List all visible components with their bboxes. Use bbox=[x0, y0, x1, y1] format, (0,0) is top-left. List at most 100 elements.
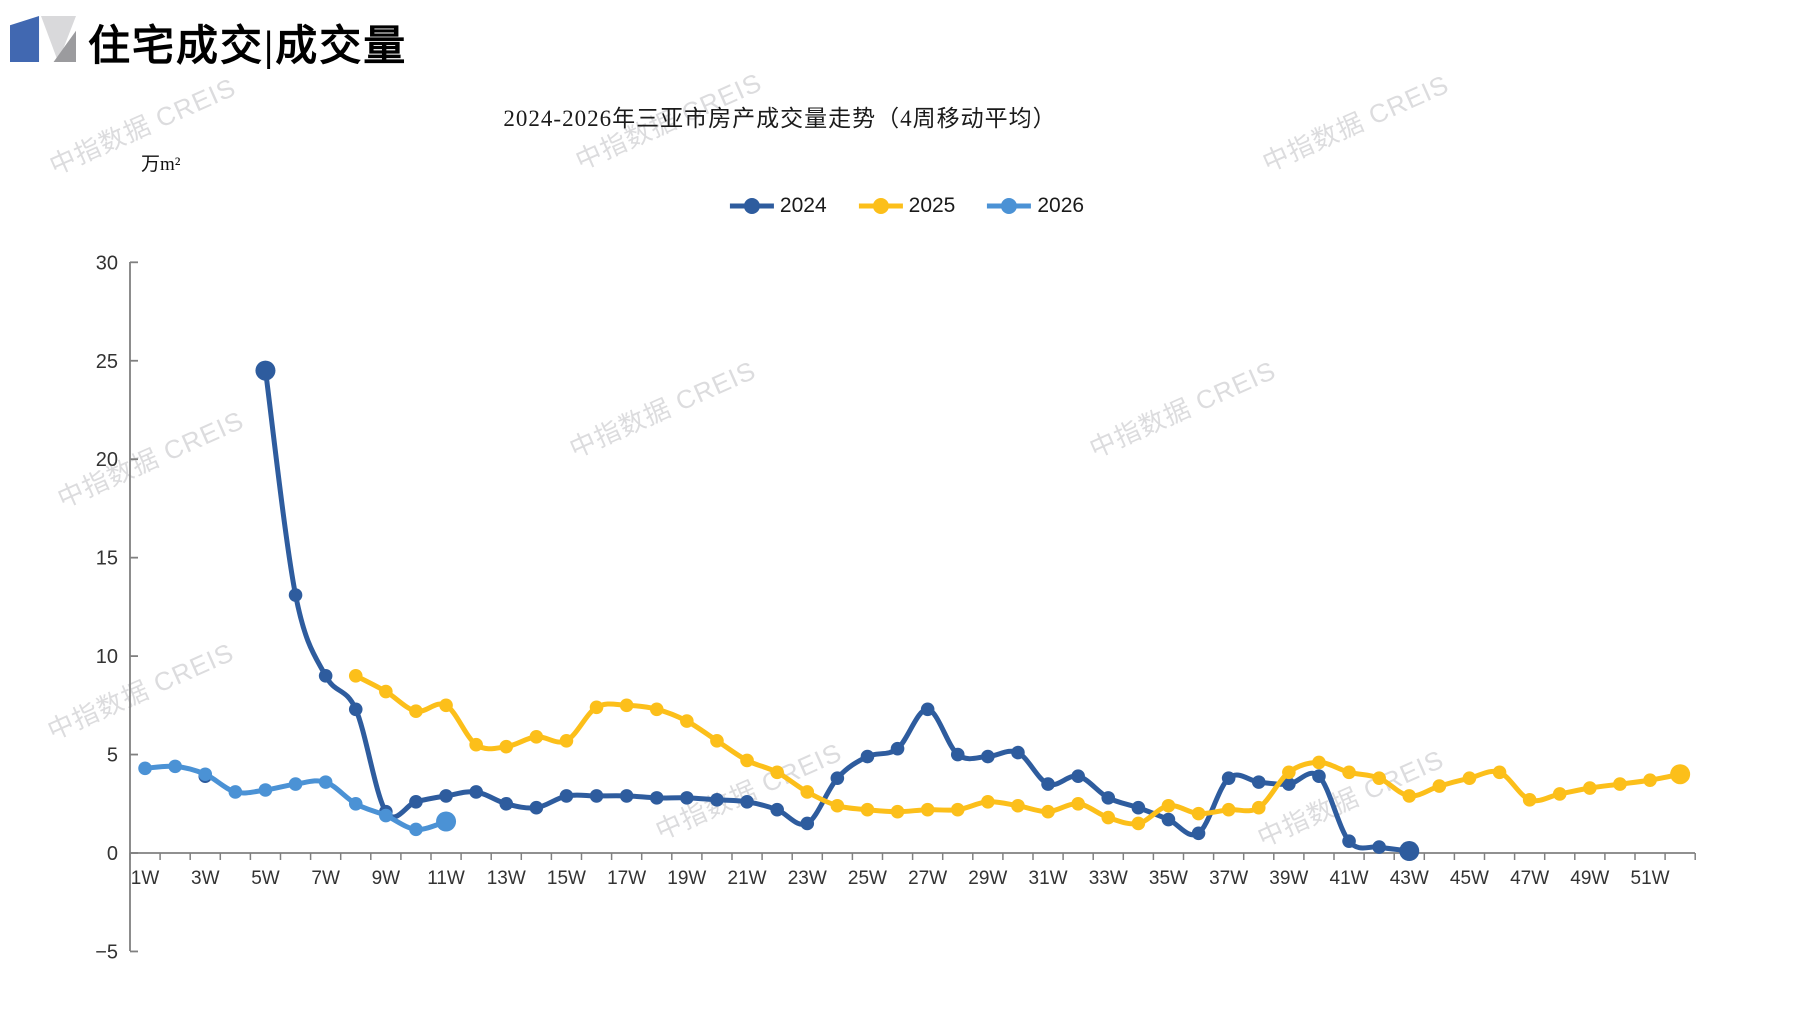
chart-title: 2024-2026年三亚市房产成交量走势（4周移动平均） bbox=[503, 106, 1057, 131]
data-point-2025-31W bbox=[1041, 804, 1055, 819]
x-tick-label: 23W bbox=[788, 868, 827, 889]
y-tick-label: 20 bbox=[96, 449, 118, 471]
x-tick-label: 17W bbox=[607, 868, 646, 889]
data-point-2025-32W bbox=[1071, 796, 1085, 811]
data-point-2025-42W bbox=[1372, 771, 1386, 785]
data-point-2025-38W bbox=[1251, 800, 1266, 815]
data-point-2025-12W bbox=[469, 737, 483, 752]
data-point-2024-42W bbox=[1372, 840, 1386, 854]
data-point-2024-35W bbox=[1161, 812, 1176, 827]
data-point-2025-52W bbox=[1670, 764, 1691, 785]
data-point-2024-33W bbox=[1101, 791, 1116, 805]
data-point-2025-17W bbox=[619, 698, 634, 713]
data-point-2025-45W bbox=[1462, 771, 1477, 785]
data-point-2025-15W bbox=[559, 733, 574, 748]
data-point-2025-25W bbox=[860, 802, 875, 817]
data-point-2024-28W bbox=[950, 747, 965, 762]
data-point-2024-36W bbox=[1191, 826, 1206, 841]
data-point-2025-23W bbox=[800, 785, 815, 799]
data-point-2024-10W bbox=[409, 795, 423, 809]
series-2024-line bbox=[263, 368, 1412, 854]
data-point-2025-11W bbox=[439, 698, 453, 713]
x-tick-label: 3W bbox=[191, 868, 220, 889]
series-2026-line bbox=[142, 763, 449, 832]
data-point-2025-48W bbox=[1552, 787, 1567, 801]
data-point-2024-29W bbox=[981, 749, 995, 764]
data-point-2024-37W bbox=[1221, 771, 1236, 785]
x-tick-label: 15W bbox=[547, 868, 586, 889]
data-point-2024-30W bbox=[1011, 745, 1025, 760]
legend-marker-2026 bbox=[987, 198, 1032, 214]
x-tick-label: 25W bbox=[848, 868, 887, 889]
data-point-2025-14W bbox=[529, 730, 544, 744]
x-tick-label: 49W bbox=[1570, 868, 1609, 889]
data-point-2025-8W bbox=[348, 668, 363, 683]
data-point-2025-34W bbox=[1131, 816, 1146, 831]
data-point-2024-43W bbox=[1399, 841, 1420, 862]
data-point-2026-1W bbox=[138, 761, 152, 776]
data-point-2026-4W bbox=[228, 785, 243, 799]
data-point-2024-27W bbox=[920, 702, 935, 717]
data-point-2024-32W bbox=[1071, 769, 1085, 784]
y-axis-unit-label: 万m² bbox=[141, 154, 181, 175]
data-point-2024-8W bbox=[348, 702, 363, 717]
data-point-2024-34W bbox=[1131, 800, 1146, 815]
legend-item-2024: 2024 bbox=[728, 194, 827, 218]
data-point-2025-13W bbox=[499, 739, 514, 754]
data-point-2026-10W bbox=[409, 822, 423, 837]
data-point-2024-40W bbox=[1312, 769, 1326, 784]
y-tick-label: 5 bbox=[107, 745, 118, 767]
data-point-2025-29W bbox=[981, 795, 995, 809]
data-point-2024-13W bbox=[499, 796, 514, 811]
data-point-2024-20W bbox=[710, 793, 724, 807]
data-point-2025-21W bbox=[740, 753, 754, 768]
series-2025 bbox=[348, 668, 1691, 831]
data-point-2024-21W bbox=[740, 795, 754, 809]
x-tick-label: 19W bbox=[667, 868, 706, 889]
x-tick-label: 1W bbox=[131, 868, 160, 889]
x-tick-label: 43W bbox=[1390, 868, 1429, 889]
y-tick-label: 0 bbox=[107, 843, 118, 865]
x-tick-label: 47W bbox=[1510, 868, 1549, 889]
y-tick-label: 10 bbox=[96, 646, 118, 668]
data-point-2026-3W bbox=[198, 767, 213, 782]
x-tick-label: 11W bbox=[427, 868, 465, 889]
x-tick-label: 5W bbox=[251, 868, 280, 889]
legend-item-2026: 2026 bbox=[985, 194, 1084, 218]
data-point-2026-7W bbox=[318, 775, 333, 789]
x-tick-label: 33W bbox=[1089, 868, 1128, 889]
data-point-2025-37W bbox=[1221, 802, 1236, 817]
data-point-2025-33W bbox=[1101, 810, 1116, 825]
x-tick-label: 21W bbox=[728, 868, 767, 889]
data-point-2024-7W bbox=[318, 668, 333, 683]
x-tick-label: 27W bbox=[908, 868, 947, 889]
data-point-2025-39W bbox=[1282, 765, 1296, 780]
legend-label-2024: 2024 bbox=[779, 194, 827, 217]
data-point-2024-24W bbox=[830, 771, 845, 785]
data-point-2026-9W bbox=[379, 808, 393, 823]
data-point-2026-8W bbox=[348, 796, 363, 811]
x-tick-label: 7W bbox=[311, 868, 340, 889]
x-tick-label: 35W bbox=[1149, 868, 1188, 889]
data-point-2025-16W bbox=[589, 700, 604, 715]
data-point-2025-50W bbox=[1613, 777, 1627, 791]
data-point-2025-26W bbox=[890, 804, 905, 819]
y-tick-label: 15 bbox=[96, 548, 118, 570]
data-point-2025-44W bbox=[1432, 779, 1447, 793]
data-point-2024-38W bbox=[1251, 775, 1266, 789]
x-tick-label: 45W bbox=[1450, 868, 1489, 889]
data-point-2024-18W bbox=[649, 791, 664, 805]
data-point-2025-20W bbox=[710, 733, 724, 748]
data-point-2024-6W bbox=[288, 588, 303, 602]
series-2026 bbox=[138, 759, 457, 837]
x-tick-label: 51W bbox=[1631, 868, 1670, 889]
data-point-2024-15W bbox=[559, 789, 574, 803]
data-point-2024-39W bbox=[1282, 777, 1296, 791]
axes: 30 25 20 15 10 5 0 −5 1W 3W 5W 7W 9W 11W 13W 15W 17W 19W 2… bbox=[95, 252, 1696, 963]
data-point-2025-41W bbox=[1342, 765, 1356, 780]
data-point-2025-35W bbox=[1161, 798, 1176, 813]
data-point-2024-14W bbox=[529, 800, 544, 815]
y-tick-label: 30 bbox=[96, 252, 118, 274]
